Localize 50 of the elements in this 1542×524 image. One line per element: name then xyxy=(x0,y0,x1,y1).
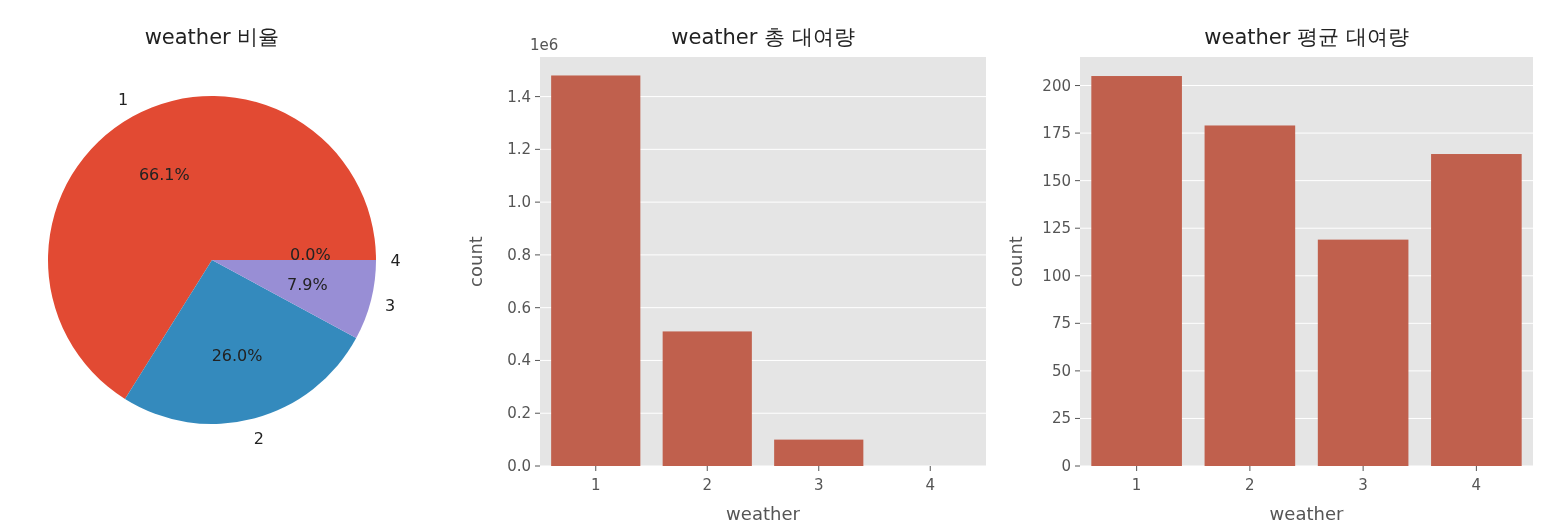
text: 1e6 xyxy=(530,36,559,54)
y-tick-label: 0.2 xyxy=(507,404,531,423)
bar xyxy=(662,331,752,466)
x-tick-label: 3 xyxy=(813,476,824,494)
y-tick-label: 150 xyxy=(1042,171,1071,190)
y-tick-label: 125 xyxy=(1042,219,1071,238)
text: 0.0% xyxy=(290,245,331,264)
x-tick-label: 1 xyxy=(1131,476,1142,494)
slice-label: 1 xyxy=(117,90,129,110)
chart-title: weather 총 대여량 xyxy=(671,25,855,49)
y-tick-label: 1.2 xyxy=(507,140,531,159)
bar xyxy=(774,439,864,466)
pie-slice xyxy=(212,260,376,339)
slice-label: 2 xyxy=(253,428,264,448)
data-label: 26.0% xyxy=(211,346,263,366)
y-tick-label: 25 xyxy=(1051,409,1071,428)
bar xyxy=(551,75,641,466)
y-tick-label: 100 xyxy=(1042,266,1071,285)
chart-title: weather 평균 대여량 xyxy=(1204,25,1409,49)
y-axis-title: count xyxy=(1005,236,1026,287)
data-label: 66.1% xyxy=(138,164,190,184)
y-tick-label: 175 xyxy=(1042,124,1071,143)
y-tick-label: 50 xyxy=(1051,361,1071,380)
x-tick-label: 3 xyxy=(1358,476,1368,494)
y-axis-title: count xyxy=(465,236,486,287)
bar xyxy=(1091,76,1182,466)
chart-title: weather 비율 xyxy=(144,25,280,49)
category-label: 4 xyxy=(390,251,401,270)
y-tick-label: 0.8 xyxy=(507,245,531,264)
x-tick-label: 4 xyxy=(1471,476,1482,494)
y-tick-label: 75 xyxy=(1051,314,1071,333)
x-tick-label: 2 xyxy=(702,476,713,494)
y-tick-label: 0.4 xyxy=(507,351,531,370)
y-tick-label: 0 xyxy=(1061,457,1071,475)
bar xyxy=(1317,239,1409,466)
x-axis-title: weather xyxy=(726,503,801,524)
data-label: 7.9% xyxy=(287,275,328,295)
bar xyxy=(1431,154,1522,466)
y-tick-label: 200 xyxy=(1042,76,1071,95)
y-tick-label: 0.6 xyxy=(507,298,531,317)
x-tick-label: 4 xyxy=(925,476,936,494)
bar xyxy=(1204,125,1296,466)
y-tick-label: 1.0 xyxy=(507,193,531,212)
x-axis-title: weather xyxy=(1269,503,1344,524)
slice-label: 3 xyxy=(384,296,396,316)
y-tick-label: 0.0 xyxy=(507,457,531,475)
x-tick-label: 2 xyxy=(1245,476,1255,494)
x-tick-label: 1 xyxy=(590,476,601,494)
pie-slice xyxy=(125,260,357,424)
y-tick-label: 1.4 xyxy=(507,87,531,106)
